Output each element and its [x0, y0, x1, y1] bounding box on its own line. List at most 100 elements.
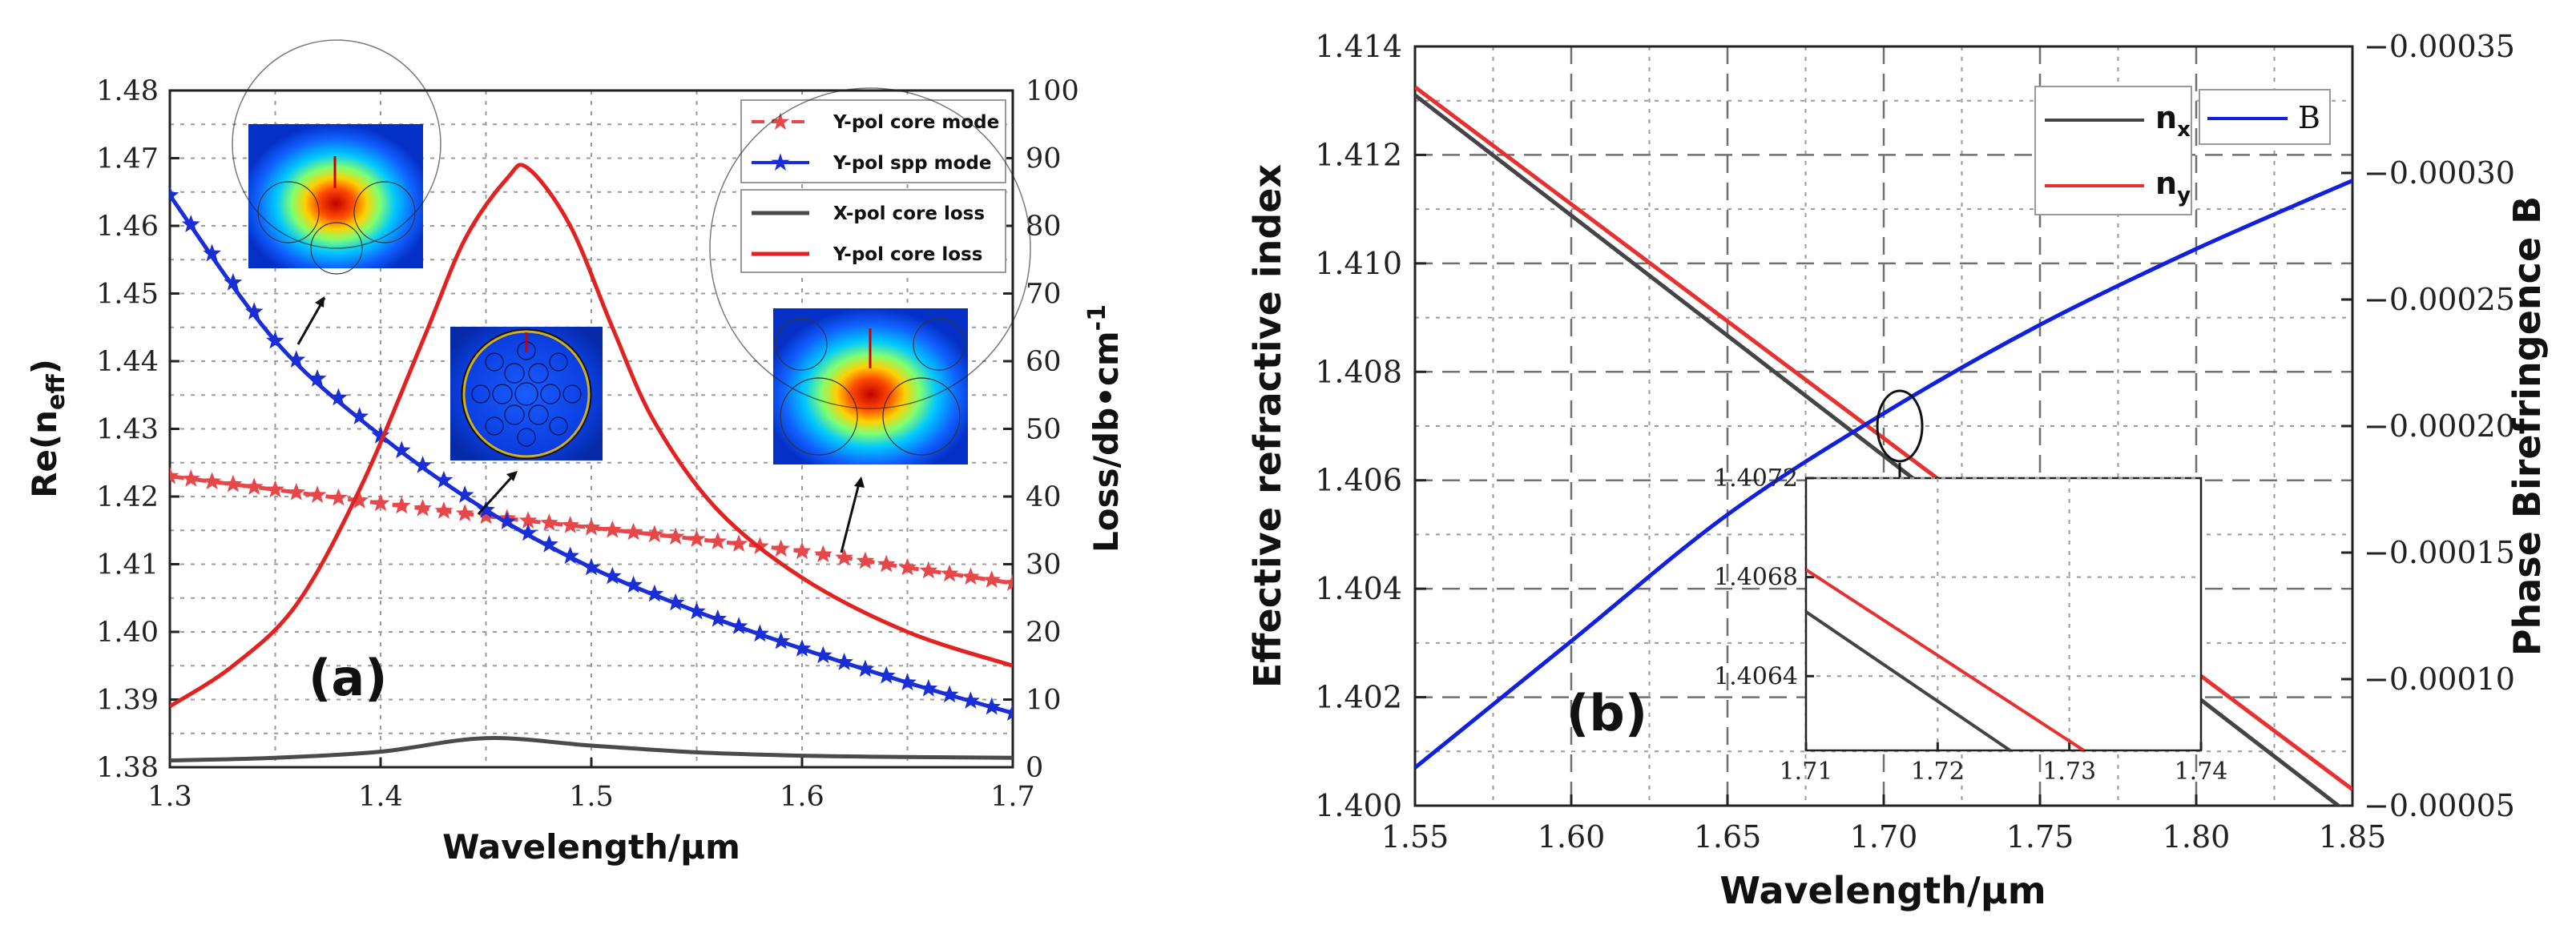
series-marker-star: [434, 470, 454, 489]
series-marker-star: [835, 653, 853, 670]
series-marker-star: [792, 541, 812, 560]
y-right-tick-label: 90: [1026, 143, 1062, 175]
y-right-tick-label: 0: [1026, 752, 1043, 784]
inset-3-pointer-arrow: [840, 480, 861, 553]
series-marker-star: [687, 601, 706, 620]
y-left-tick-label: 1.39: [96, 685, 159, 717]
series-marker-star: [645, 525, 664, 543]
panel-a-grid: [170, 90, 1013, 767]
series-marker-star: [477, 500, 495, 518]
y-left-tick-label: 1.45: [96, 279, 159, 311]
y-left-tick-label: 1.400: [1315, 788, 1402, 823]
series-marker-star: [1003, 703, 1013, 722]
inset-y-tick-label: 1.4068: [1714, 564, 1798, 592]
y-right-tick-label: −0.00020: [2364, 408, 2515, 444]
x-tick-label: 1.4: [358, 781, 403, 813]
series-marker-star: [455, 504, 474, 521]
panel-b-legend-n: nx ny: [2034, 86, 2192, 215]
y-left-tick-label: 1.402: [1315, 680, 1402, 715]
series-line-y-pol-core-loss: [170, 163, 1013, 709]
x-tick-label: 1.6: [780, 781, 824, 813]
series-marker-star: [287, 482, 306, 501]
y-left-tick-label: 1.404: [1315, 571, 1402, 606]
series-marker-star: [224, 273, 243, 291]
series-marker-star: [181, 215, 200, 232]
legend-b-label: B: [2298, 100, 2320, 135]
panel-a: 1.3 1.4 1.5 1.6 1.7 1.38 1.39 1.40 1.41 1.42 1.43 1…: [25, 39, 1126, 867]
inset-1-arrowhead: [315, 296, 325, 308]
y-left-tick-label: 1.42: [96, 481, 159, 513]
series-marker-star: [751, 624, 769, 642]
panel-b-inset-grid: [1806, 477, 2201, 750]
y-right-tick-label: −0.00025: [2364, 282, 2515, 317]
zoom-region-marker: [1876, 389, 1924, 463]
panel-b: 1.55 1.60 1.65 1.70 1.75 1.80 1.85 1.400 1.402 1.…: [1246, 29, 2549, 912]
panel-a-label: (a): [308, 649, 388, 707]
series-marker-star: [434, 501, 454, 519]
series-marker-star: [708, 609, 728, 627]
panel-b-ticks: 1.55 1.60 1.65 1.70 1.75 1.80 1.85 1.400 1.402 1.…: [1315, 29, 2515, 855]
y-right-tick-label: 100: [1026, 75, 1079, 107]
panel-b-legend-b: B: [2199, 89, 2331, 145]
legend-ny-label: ny: [2155, 166, 2191, 207]
x-tick-label: 1.5: [569, 781, 614, 813]
inset-2-pointer-arrow: [477, 473, 516, 516]
y-left-tick-label: 1.43: [96, 414, 159, 446]
series-marker-star: [624, 522, 643, 541]
inset-x-tick-label: 1.73: [2042, 758, 2096, 786]
legend-y-pol-core-loss-label: Y-pol core loss: [832, 244, 982, 265]
series-marker-star: [329, 388, 348, 406]
y-right-tick-label: 40: [1026, 481, 1062, 513]
series-marker-star: [170, 186, 179, 203]
series-marker-star: [1003, 573, 1013, 591]
series-marker-star: [813, 645, 832, 664]
series-marker-star: [170, 466, 179, 485]
panel-b-legend-box-n: [2034, 86, 2192, 215]
series-marker-star: [308, 485, 327, 503]
series-marker-star: [666, 593, 685, 611]
series-marker-star: [561, 546, 580, 565]
panel-a-ticks: 1.3 1.4 1.5 1.6 1.7 1.38 1.39 1.40 1.41 1.42 1.43 1…: [96, 75, 1079, 813]
series-marker-star: [729, 534, 748, 552]
y-right-tick-label: −0.00035: [2364, 29, 2515, 64]
y-left-tick-label: 1.40: [96, 617, 159, 649]
legend-nx-label: nx: [2155, 100, 2191, 142]
panel-b-label: (b): [1566, 684, 1647, 742]
legend-y-pol-core-mode-label: Y-pol core mode: [832, 112, 999, 133]
series-marker-star: [961, 691, 980, 709]
x-tick-label: 1.85: [2319, 819, 2387, 855]
inset-series-line-nx: [1806, 610, 2011, 750]
series-marker-star: [603, 566, 622, 585]
series-marker-star: [687, 529, 706, 547]
inset-y-tick-label: 1.4064: [1714, 662, 1798, 690]
series-marker-star: [308, 369, 327, 387]
mode-field-inset-2: [450, 327, 603, 460]
y-left-tick-label: 1.410: [1315, 246, 1402, 281]
y-right-tick-label: 50: [1026, 414, 1062, 446]
series-marker-star: [413, 456, 432, 473]
series-marker-star: [266, 331, 284, 349]
series-marker-star: [582, 517, 601, 536]
y-right-tick-label: −0.00010: [2364, 662, 2515, 697]
series-marker-star: [624, 575, 643, 593]
legend-y-pol-spp-mode-star: ★: [770, 149, 792, 177]
x-tick-label: 1.55: [1381, 819, 1449, 855]
series-marker-star: [181, 469, 200, 487]
series-marker-star: [244, 302, 264, 320]
series-line-nx: [1415, 93, 2342, 806]
legend-x-pol-core-loss-label: X-pol core loss: [833, 203, 985, 224]
series-marker-star: [919, 679, 938, 697]
series-marker-star: [413, 498, 432, 517]
series-marker-star: [792, 639, 812, 657]
y-left-tick-label: 1.406: [1315, 463, 1402, 498]
series-marker-star: [603, 520, 622, 538]
series-marker-star: [813, 545, 832, 563]
mode-field-heatmap-icon: [248, 124, 423, 268]
mode-field-inset-3: [709, 87, 1031, 464]
series-marker-star: [877, 666, 896, 684]
x-tick-label: 1.60: [1538, 819, 1606, 855]
panel-b-right-axis-label: Phase Birefringence B: [2505, 196, 2549, 656]
series-marker-star: [498, 512, 517, 529]
series-marker-star: [877, 554, 896, 573]
inset-x-tick-label: 1.71: [1780, 758, 1833, 786]
